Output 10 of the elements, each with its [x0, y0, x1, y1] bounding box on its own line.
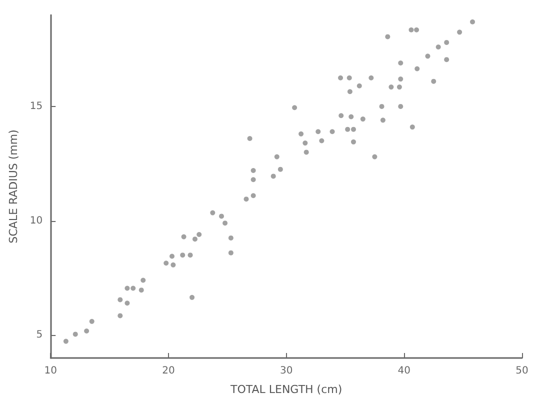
y-tick-label: 10 [30, 215, 43, 226]
x-tick-label: 10 [44, 366, 57, 376]
x-tick-label: 30 [280, 366, 293, 376]
x-axis-title: TOTAL LENGTH (cm) [229, 383, 342, 396]
y-axis-title: SCALE RADIUS (mm) [7, 130, 20, 244]
y-tick-label: 15 [30, 100, 43, 112]
y-tick-label: 5 [36, 330, 43, 341]
x-tick-label: 50 [516, 366, 528, 376]
x-tick-label: 40 [398, 366, 411, 376]
x-tick-label: 20 [162, 366, 175, 376]
